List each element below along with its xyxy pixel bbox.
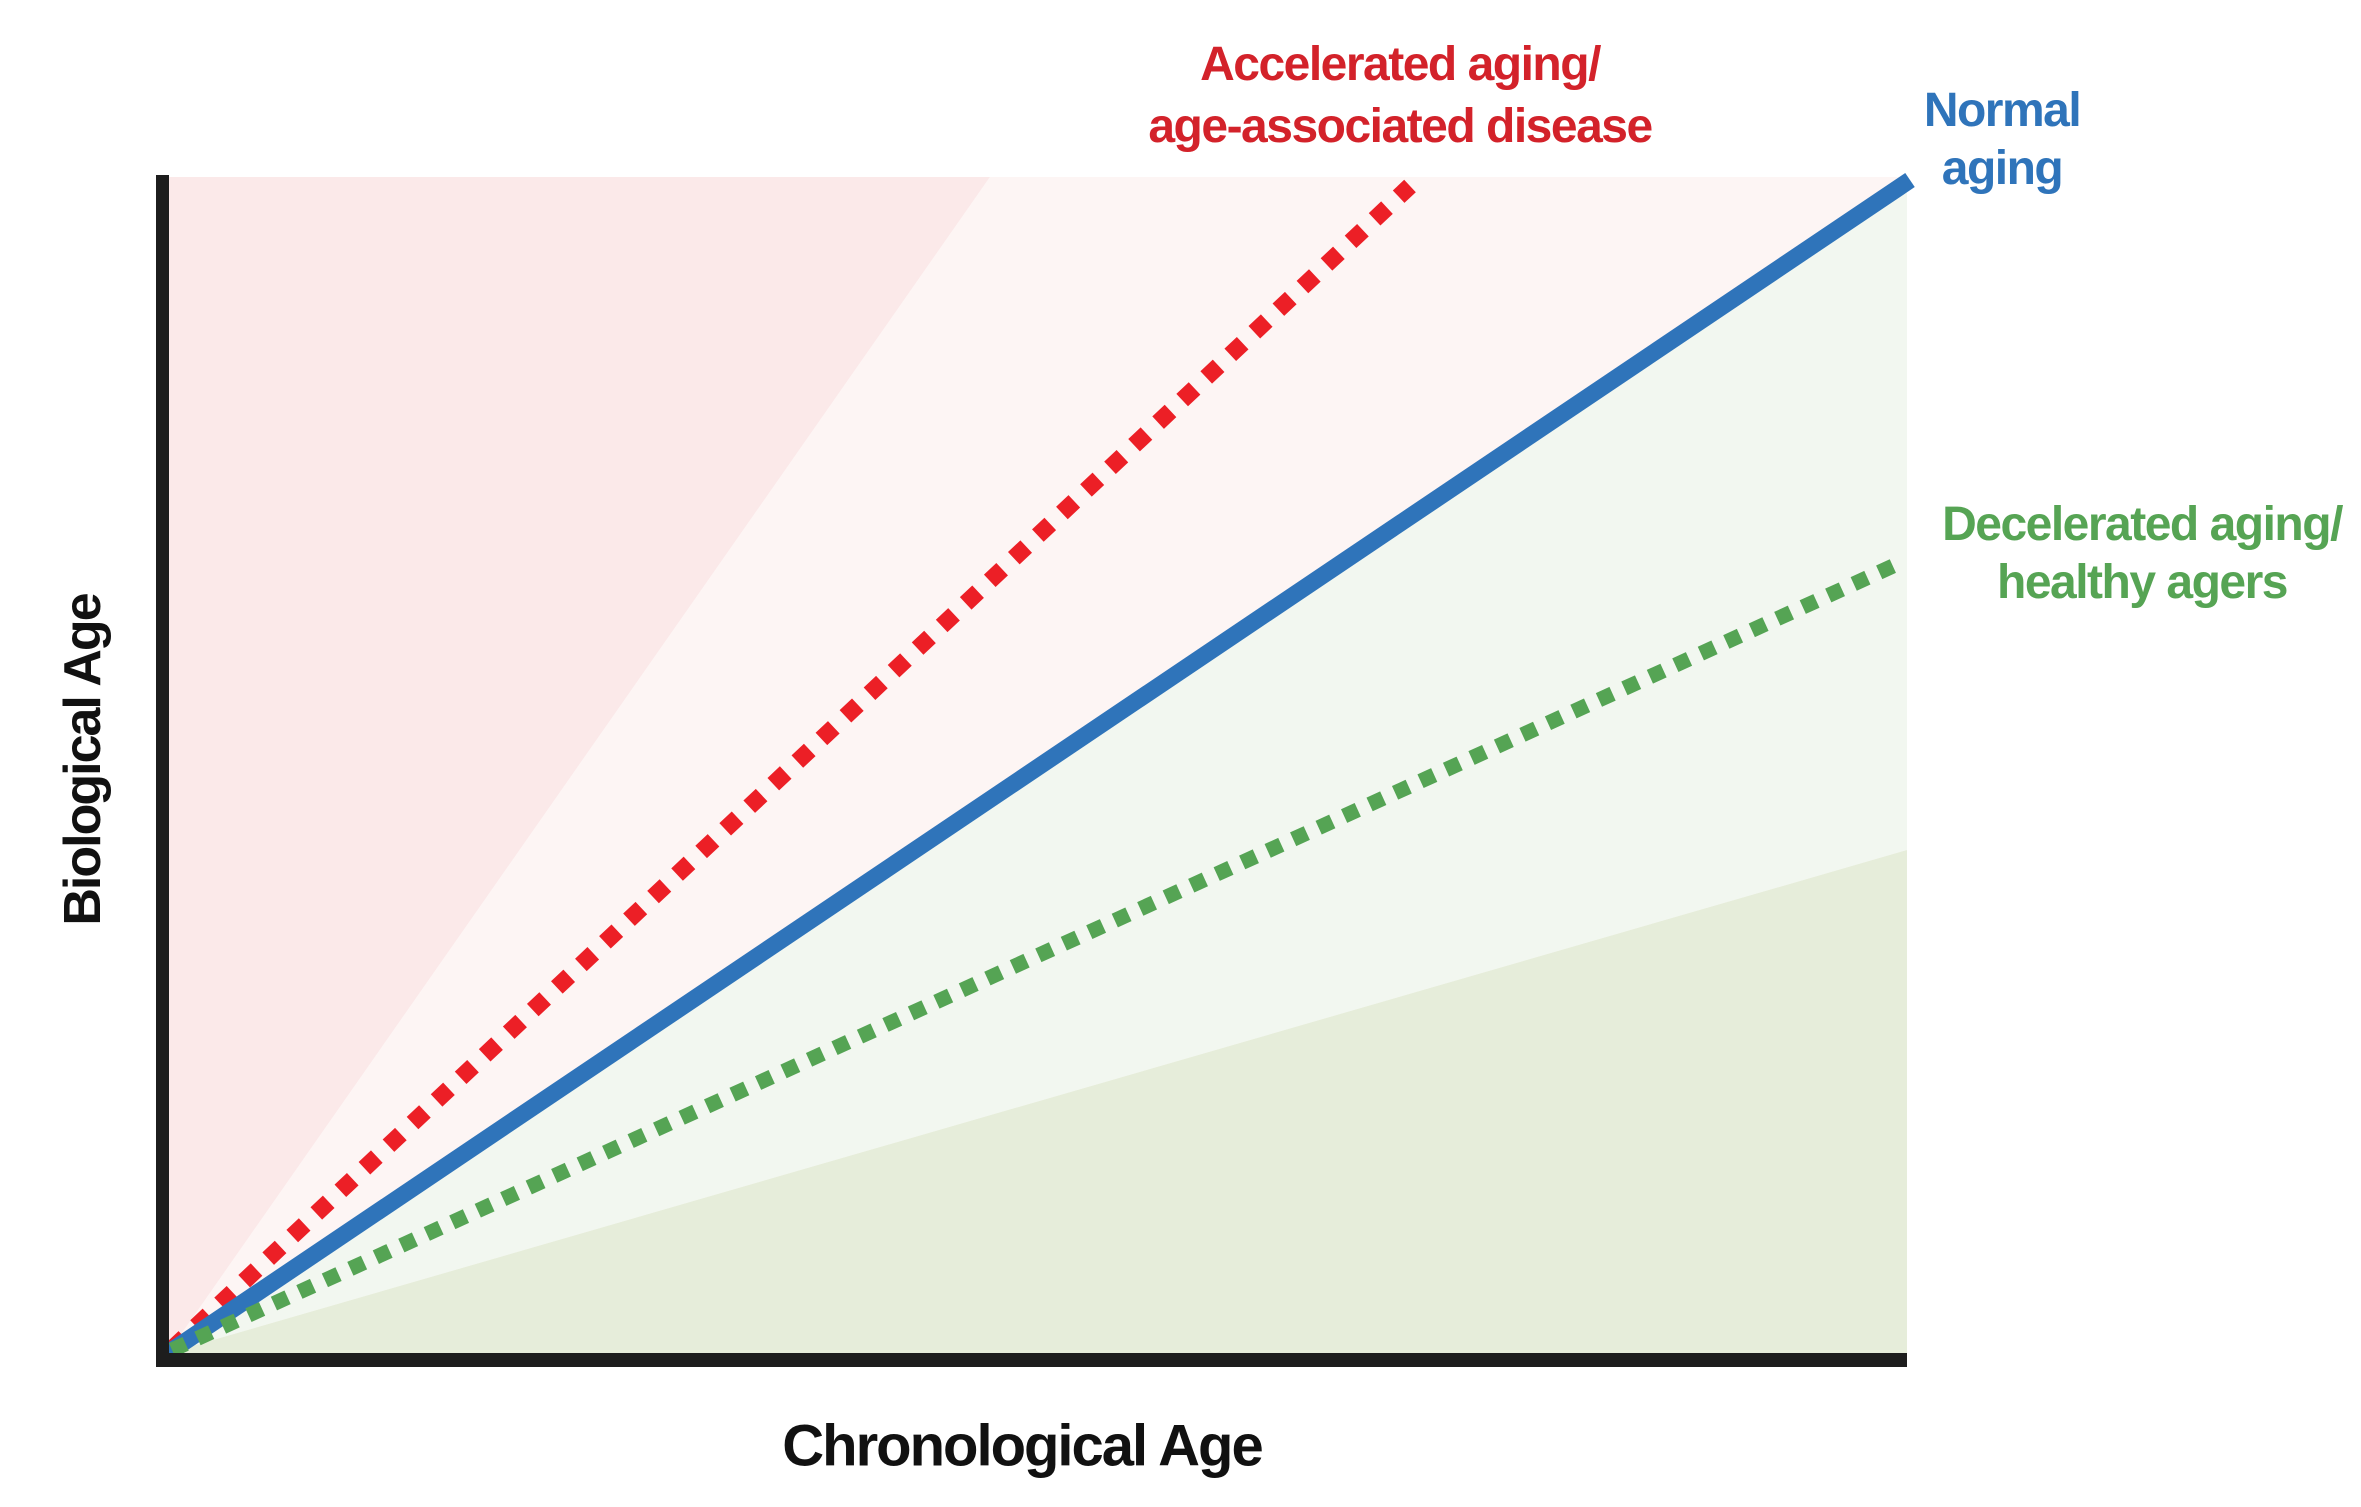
decelerated-aging-label-line2: healthy agers — [1997, 555, 2288, 609]
y-axis-line — [156, 175, 169, 1367]
decelerated-zone-strong — [168, 850, 1907, 1353]
x-axis-line — [156, 1353, 1907, 1367]
accelerated-aging-label: Accelerated aging/ age-associated diseas… — [1148, 34, 1653, 159]
decelerated-aging-label-line1: Decelerated aging/ — [1942, 498, 2343, 551]
accelerated-aging-label-line2: age-associated disease — [1148, 100, 1653, 154]
normal-aging-label-line1: Normal — [1923, 84, 2082, 137]
decelerated-aging-label: Decelerated aging/ healthy agers — [1942, 496, 2343, 611]
normal-aging-label: Normal aging — [1923, 82, 2082, 197]
decelerated-aging-line — [168, 559, 1897, 1357]
normal-aging-line — [163, 172, 1915, 1361]
x-axis-title: Chronological Age — [782, 1413, 1263, 1479]
y-axis-title: Biological Age — [54, 594, 112, 926]
accelerated-aging-label-line1: Accelerated aging/ — [1200, 38, 1601, 91]
normal-aging-label-line2: aging — [1941, 141, 2064, 195]
